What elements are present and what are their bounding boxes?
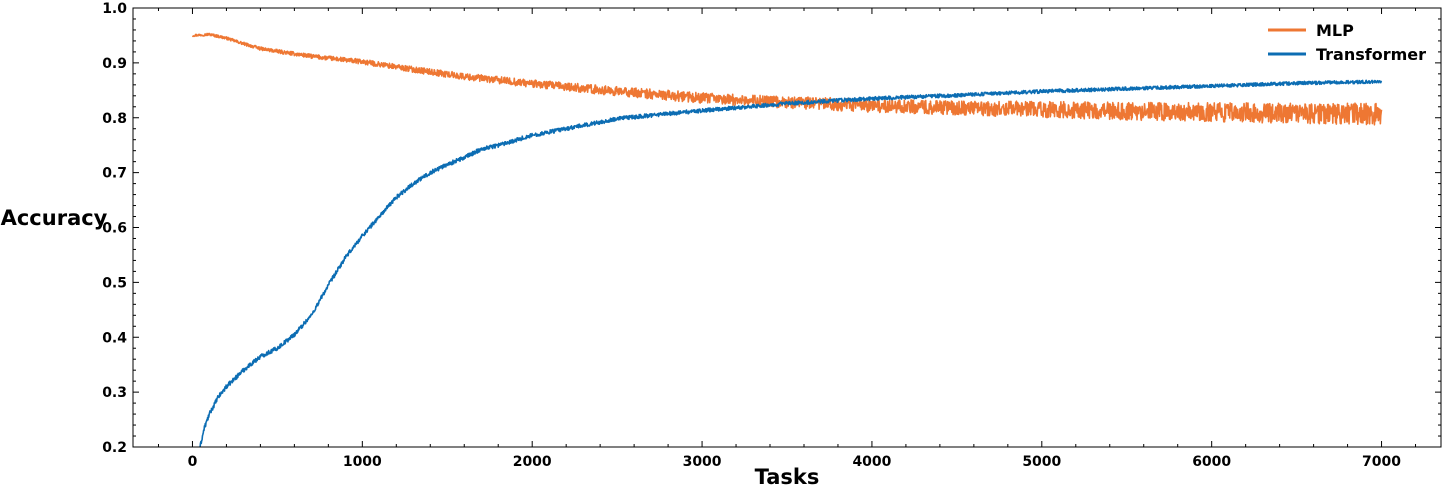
x-tick-label: 1000 xyxy=(343,454,382,470)
x-tick-label: 6000 xyxy=(1192,454,1231,470)
y-tick-label: 0.8 xyxy=(102,111,127,127)
series-line-mlp xyxy=(191,32,1383,126)
legend-label-transformer: Transformer xyxy=(1316,45,1426,64)
x-tick-label: 3000 xyxy=(683,454,722,470)
x-tick-label: 5000 xyxy=(1022,454,1061,470)
y-tick-label: 0.3 xyxy=(102,385,127,401)
y-tick-label: 0.2 xyxy=(102,440,127,456)
y-tick-label: 1.0 xyxy=(102,1,127,17)
x-tick-label: 7000 xyxy=(1362,454,1401,470)
series-line-transformer xyxy=(199,79,1383,448)
y-tick-label: 0.9 xyxy=(102,56,127,72)
x-tick-label: 2000 xyxy=(513,454,552,470)
legend-label-mlp: MLP xyxy=(1316,21,1354,40)
plot-frame xyxy=(132,7,1442,448)
x-tick-label: 4000 xyxy=(852,454,891,470)
legend: MLP Transformer xyxy=(1268,21,1426,64)
y-tick-label: 0.7 xyxy=(102,166,127,182)
x-tick-label: 0 xyxy=(188,454,198,470)
axes-layer: 0 1000 2000 3000 4000 5000 6000 7000 0.2 0.3 0.4 0.… xyxy=(102,1,1441,470)
y-axis-title: Accuracy xyxy=(1,206,108,230)
y-tick-label: 0.6 xyxy=(102,221,127,237)
x-axis-title: Tasks xyxy=(755,465,820,489)
series-layer xyxy=(191,32,1383,448)
y-tick-label: 0.5 xyxy=(102,275,127,291)
y-tick-label: 0.4 xyxy=(102,330,127,346)
